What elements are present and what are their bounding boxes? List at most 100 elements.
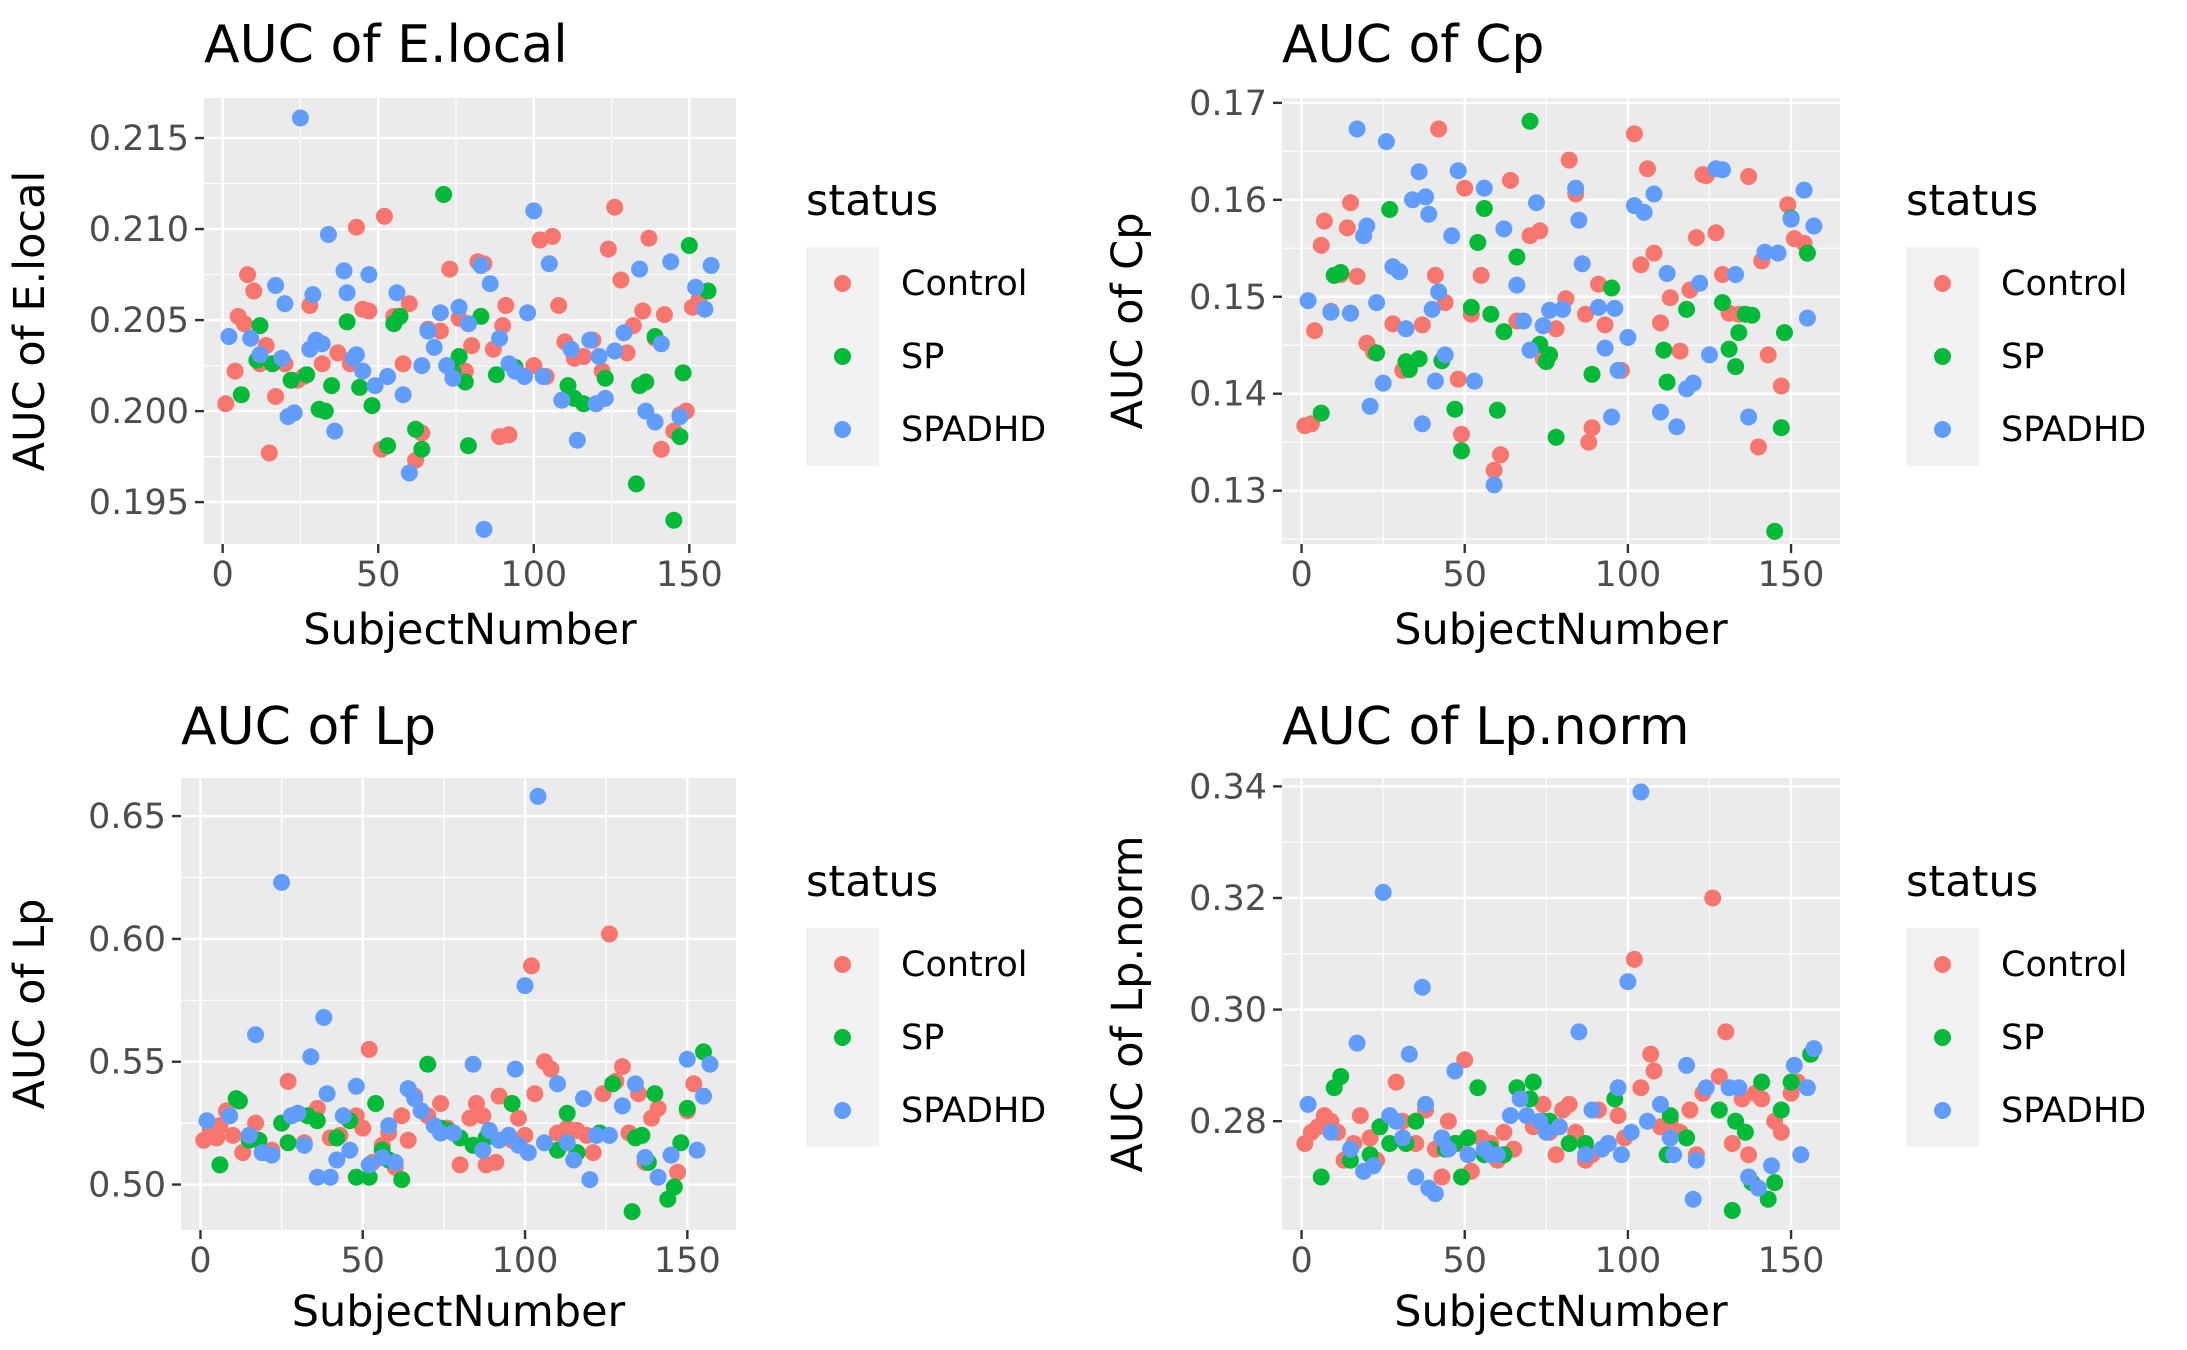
point-spadhd bbox=[1632, 783, 1650, 801]
point-sp bbox=[1772, 419, 1790, 437]
point-sp bbox=[674, 364, 692, 382]
x-tick-label: 150 bbox=[1758, 1241, 1825, 1281]
point-spadhd bbox=[1798, 1079, 1816, 1097]
point-spadhd bbox=[1374, 883, 1392, 901]
point-sp bbox=[1332, 1068, 1350, 1085]
point-control bbox=[494, 317, 512, 335]
point-control bbox=[1632, 1079, 1650, 1097]
point-spadhd bbox=[562, 340, 580, 358]
point-control bbox=[375, 207, 393, 225]
point-spadhd bbox=[326, 422, 344, 440]
legend-swatch-control bbox=[1934, 956, 1951, 973]
point-spadhd bbox=[1420, 205, 1438, 223]
point-sp bbox=[1488, 401, 1506, 419]
point-control bbox=[1384, 315, 1402, 333]
legend-label-control: Control bbox=[2001, 945, 2128, 985]
point-control bbox=[1338, 219, 1356, 237]
point-control bbox=[1717, 1023, 1735, 1041]
point-spadhd bbox=[702, 257, 720, 274]
point-spadhd bbox=[386, 1153, 404, 1171]
point-sp bbox=[633, 1126, 651, 1144]
point-spadhd bbox=[1606, 299, 1624, 317]
point-spadhd bbox=[1407, 1168, 1425, 1186]
point-control bbox=[451, 1156, 469, 1174]
point-spadhd bbox=[1426, 1185, 1444, 1203]
point-sp bbox=[665, 1178, 683, 1196]
point-sp bbox=[1400, 361, 1418, 378]
point-spadhd bbox=[1374, 374, 1392, 392]
point-spadhd bbox=[506, 1060, 524, 1078]
point-sp bbox=[1381, 201, 1399, 218]
point-sp bbox=[413, 440, 431, 458]
point-control bbox=[313, 355, 331, 373]
point-spadhd bbox=[575, 1090, 592, 1108]
point-spadhd bbox=[1488, 1146, 1506, 1164]
point-control bbox=[600, 925, 618, 943]
point-sp bbox=[665, 511, 683, 529]
point-control bbox=[1560, 1095, 1578, 1113]
x-tick-label: 50 bbox=[356, 555, 401, 595]
point-sp bbox=[487, 366, 505, 384]
point-sp bbox=[391, 307, 409, 325]
chart-panel-1: AUC of E.local 0 50 100 150 0.195 0.200 0.205 0.… bbox=[5, 15, 1046, 655]
point-sp bbox=[379, 437, 397, 455]
point-spadhd bbox=[1684, 1190, 1702, 1208]
point-control bbox=[267, 388, 285, 405]
point-spadhd bbox=[1404, 191, 1421, 209]
point-control bbox=[1453, 425, 1470, 443]
legend-label-sp: SP bbox=[2001, 337, 2044, 377]
point-spadhd bbox=[328, 1151, 346, 1169]
point-sp bbox=[1332, 264, 1350, 281]
point-control bbox=[523, 957, 540, 975]
y-tick-label: 0.28 bbox=[1189, 1102, 1267, 1142]
point-spadhd bbox=[308, 1168, 326, 1186]
y-axis-title: AUC of Lp bbox=[5, 899, 55, 1110]
point-control bbox=[1707, 224, 1725, 242]
point-spadhd bbox=[335, 262, 353, 280]
legend-swatch-sp bbox=[1934, 348, 1951, 365]
point-control bbox=[500, 426, 518, 444]
point-control bbox=[1580, 433, 1598, 451]
point-control bbox=[669, 1163, 687, 1181]
y-tick-label: 0.205 bbox=[89, 301, 189, 341]
point-sp bbox=[1678, 300, 1696, 318]
point-spadhd bbox=[1528, 194, 1545, 212]
legend-title: status bbox=[1906, 857, 2038, 907]
chart-title: AUC of Lp bbox=[181, 697, 436, 757]
point-spadhd bbox=[379, 368, 397, 385]
point-spadhd bbox=[1413, 415, 1431, 433]
legend-swatch-control bbox=[834, 275, 851, 292]
point-sp bbox=[671, 428, 689, 446]
point-sp bbox=[1583, 365, 1601, 383]
x-tick-label: 100 bbox=[1594, 555, 1661, 595]
point-spadhd bbox=[1518, 1107, 1536, 1125]
point-control bbox=[1740, 1146, 1758, 1164]
y-tick-label: 0.17 bbox=[1189, 84, 1267, 124]
point-spadhd bbox=[1701, 346, 1718, 364]
point-spadhd bbox=[687, 278, 705, 296]
point-spadhd bbox=[315, 1009, 333, 1026]
point-sp bbox=[1727, 1112, 1745, 1130]
x-tick-label: 0 bbox=[189, 1241, 211, 1281]
point-control bbox=[634, 302, 652, 320]
point-sp bbox=[1776, 324, 1793, 342]
point-spadhd bbox=[1430, 283, 1448, 301]
point-sp bbox=[1730, 324, 1748, 342]
point-control bbox=[1430, 120, 1448, 138]
point-spadhd bbox=[662, 253, 680, 271]
point-spadhd bbox=[220, 328, 238, 345]
point-sp bbox=[1727, 358, 1745, 376]
point-spadhd bbox=[600, 1126, 618, 1144]
point-spadhd bbox=[581, 331, 599, 349]
point-control bbox=[461, 1109, 479, 1127]
point-spadhd bbox=[636, 1149, 654, 1166]
point-control bbox=[1772, 377, 1790, 395]
point-spadhd bbox=[334, 1107, 352, 1125]
legend-title: status bbox=[806, 176, 938, 226]
point-sp bbox=[680, 237, 698, 254]
point-control bbox=[1315, 212, 1333, 230]
point-spadhd bbox=[646, 413, 664, 431]
point-control bbox=[235, 315, 253, 333]
point-spadhd bbox=[1417, 188, 1435, 206]
point-spadhd bbox=[649, 1168, 667, 1186]
